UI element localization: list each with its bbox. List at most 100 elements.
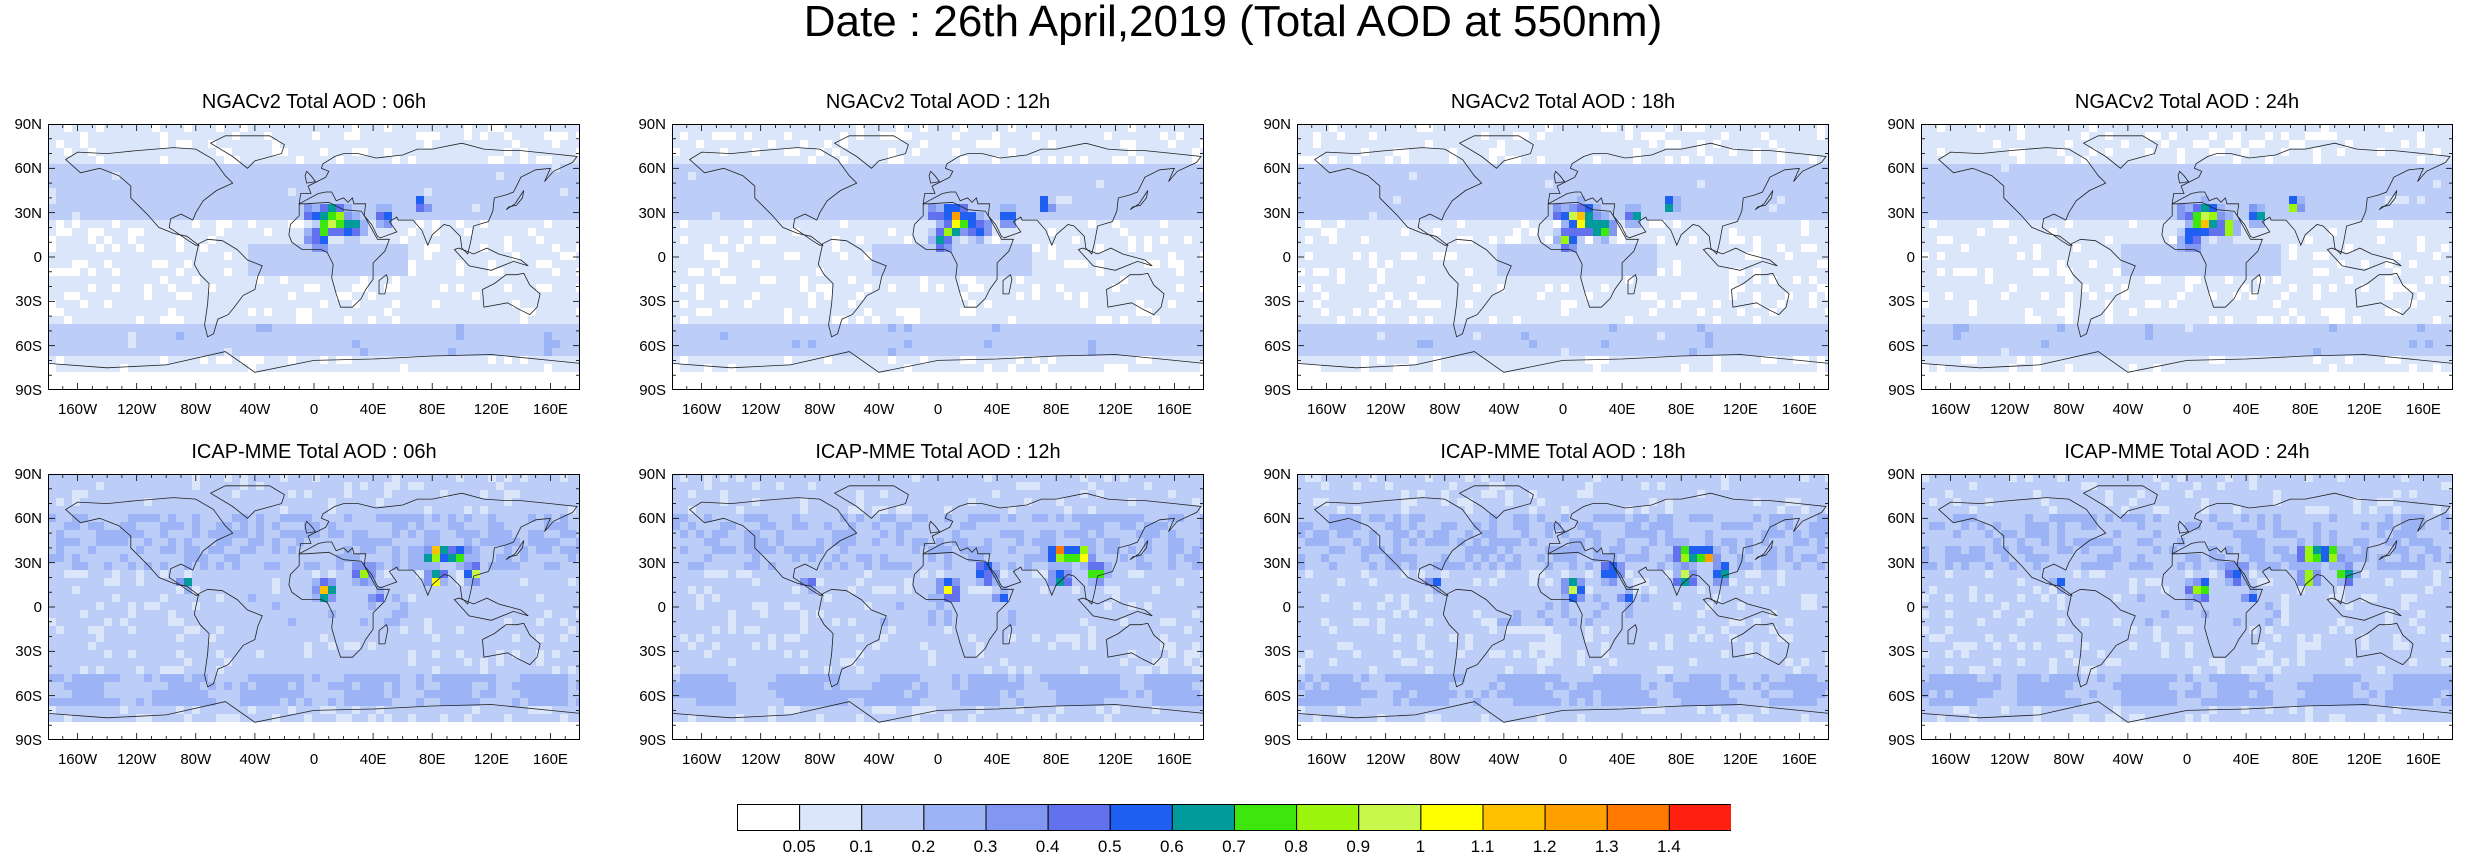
aod-cell — [880, 164, 889, 173]
aod-cell — [88, 204, 97, 213]
aod-cell — [568, 244, 577, 253]
aod-cell — [1441, 124, 1450, 133]
aod-cell — [720, 284, 729, 293]
aod-cell — [152, 180, 161, 189]
aod-cell — [320, 148, 329, 157]
aod-cell — [256, 172, 265, 181]
aod-cell — [984, 260, 993, 269]
aod-cell — [352, 268, 361, 277]
aod-cell — [728, 180, 737, 189]
aod-cell — [312, 188, 321, 197]
aod-cell — [96, 220, 105, 229]
aod-cell — [392, 236, 401, 245]
aod-cell — [1160, 276, 1169, 285]
aod-cell — [352, 372, 361, 381]
aod-cell — [1168, 364, 1177, 373]
aod-cell — [856, 220, 865, 229]
aod-cell — [1040, 156, 1049, 165]
aod-cell — [424, 172, 433, 181]
aod-cell — [1120, 284, 1129, 293]
lon-label: 0 — [908, 402, 968, 417]
aod-cell — [1048, 364, 1057, 373]
aod-cell — [304, 380, 313, 389]
aod-cell — [816, 228, 825, 237]
aod-cell — [64, 212, 73, 221]
aod-cell — [304, 252, 313, 261]
aod-cell — [896, 268, 905, 277]
aod-cell — [336, 356, 345, 365]
aod-cell — [464, 188, 473, 197]
aod-cell — [776, 316, 785, 325]
aod-map — [48, 124, 580, 390]
aod-cell — [1016, 252, 1025, 261]
aod-cell — [1088, 324, 1097, 333]
aod-cell — [1505, 124, 1514, 133]
aod-cell — [1112, 308, 1121, 317]
aod-cell — [136, 364, 145, 373]
aod-cell — [1633, 132, 1642, 141]
figure-title: Date : 26th April,2019 (Total AOD at 550… — [0, 0, 2466, 44]
aod-cell — [248, 132, 257, 141]
aod-cell — [56, 308, 65, 317]
aod-cell — [512, 140, 521, 149]
aod-cell — [1008, 188, 1017, 197]
aod-cell — [1048, 196, 1057, 205]
aod-cell — [176, 140, 185, 149]
aod-map — [672, 124, 1204, 390]
aod-cell — [128, 332, 137, 341]
aod-cell — [72, 140, 81, 149]
aod-cell — [448, 340, 457, 349]
aod-cell — [56, 172, 65, 181]
aod-cell — [1024, 324, 1033, 333]
aod-cell — [800, 212, 809, 221]
aod-cell — [48, 372, 57, 381]
aod-cell — [440, 372, 449, 381]
aod-cell — [144, 300, 153, 309]
aod-cell — [568, 180, 577, 189]
aod-cell — [704, 284, 713, 293]
aod-cell — [888, 220, 897, 229]
aod-cell — [448, 356, 457, 365]
aod-cell — [824, 236, 833, 245]
aod-cell — [352, 220, 361, 229]
aod-cell — [416, 332, 425, 341]
aod-cell — [432, 220, 441, 229]
aod-cell — [904, 164, 913, 173]
aod-cell — [560, 188, 569, 197]
aod-cell — [1008, 180, 1017, 189]
aod-cell — [944, 228, 953, 237]
aod-cell — [136, 180, 145, 189]
aod-cell — [808, 372, 817, 381]
aod-cell — [176, 356, 185, 365]
aod-cell — [760, 244, 769, 253]
aod-cell — [232, 196, 241, 205]
aod-cell — [168, 140, 177, 149]
aod-cell — [904, 276, 913, 285]
lon-label: 120W — [731, 402, 791, 417]
aod-cell — [992, 284, 1001, 293]
aod-cell — [544, 212, 553, 221]
aod-cell — [208, 132, 217, 141]
aod-cell — [1152, 268, 1161, 277]
aod-cell — [400, 180, 409, 189]
aod-cell — [440, 364, 449, 373]
aod-cell — [520, 204, 529, 213]
aod-cell — [496, 180, 505, 189]
aod-cell — [1104, 380, 1113, 389]
aod-cell — [744, 220, 753, 229]
aod-cell — [840, 220, 849, 229]
aod-cell — [176, 148, 185, 157]
aod-cell — [472, 164, 481, 173]
aod-cell — [56, 132, 65, 141]
aod-cell — [240, 380, 249, 389]
aod-cell — [160, 180, 169, 189]
aod-cell — [944, 308, 953, 317]
aod-cell — [776, 164, 785, 173]
aod-cell — [528, 212, 537, 221]
aod-cell — [456, 228, 465, 237]
aod-cell — [1008, 148, 1017, 157]
aod-cell — [864, 332, 873, 341]
aod-cell — [400, 140, 409, 149]
aod-cell — [1024, 372, 1033, 381]
aod-cell — [1168, 316, 1177, 325]
